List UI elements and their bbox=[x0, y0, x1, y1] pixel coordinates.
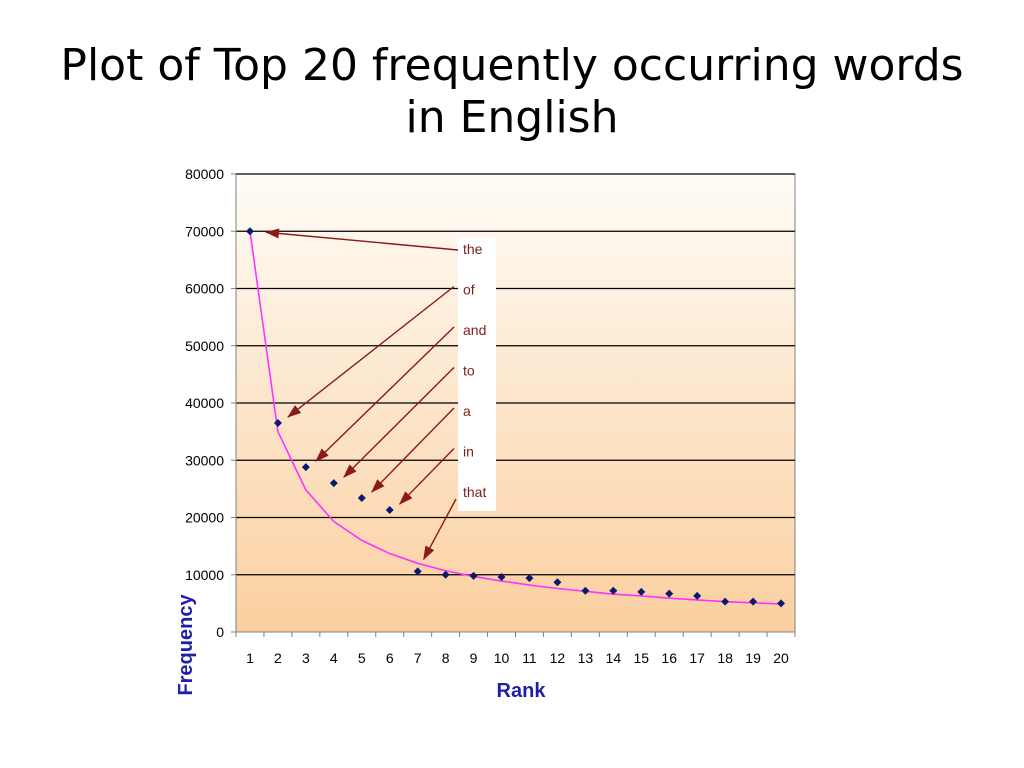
axes bbox=[231, 173, 796, 637]
annotation-arrow bbox=[371, 407, 455, 493]
annotation-label: of bbox=[463, 282, 475, 298]
x-tick-label: 14 bbox=[606, 650, 622, 666]
x-tick-label: 9 bbox=[470, 650, 478, 666]
x-tick-label: 10 bbox=[494, 650, 510, 666]
data-point bbox=[301, 463, 310, 472]
y-tick-label: 10000 bbox=[185, 567, 224, 583]
annotation-label: that bbox=[463, 484, 486, 500]
data-point bbox=[777, 599, 786, 608]
x-tick-label: 6 bbox=[386, 650, 394, 666]
annotation-label: to bbox=[463, 363, 475, 379]
annotation-label-box bbox=[458, 238, 496, 511]
x-tick-label: 12 bbox=[550, 650, 566, 666]
x-axis-title: Rank bbox=[497, 680, 547, 702]
data-point bbox=[385, 506, 394, 515]
data-point bbox=[665, 589, 674, 598]
y-tick-label: 0 bbox=[216, 624, 224, 640]
data-point bbox=[553, 578, 562, 587]
annotation-arrow bbox=[343, 367, 455, 478]
x-tick-label: 2 bbox=[274, 650, 282, 666]
y-tick-label: 80000 bbox=[185, 166, 224, 182]
data-point bbox=[469, 571, 478, 580]
x-tick-label: 5 bbox=[358, 650, 366, 666]
data-point bbox=[637, 587, 646, 596]
y-tick-label: 50000 bbox=[185, 338, 224, 354]
y-tick-label: 40000 bbox=[185, 395, 224, 411]
data-point bbox=[497, 573, 506, 582]
data-point bbox=[721, 597, 730, 606]
x-tick-label: 11 bbox=[522, 650, 537, 666]
y-tick-label: 30000 bbox=[185, 452, 224, 468]
fit-curve-line bbox=[249, 231, 782, 605]
data-point bbox=[441, 570, 450, 579]
y-tick-label: 20000 bbox=[185, 510, 224, 526]
y-axis-title: Frequency bbox=[175, 594, 197, 696]
x-tick-label: 1 bbox=[246, 650, 254, 666]
data-point bbox=[609, 586, 618, 595]
y-tick-label: 70000 bbox=[185, 223, 224, 239]
data-point bbox=[581, 586, 590, 595]
annotation-arrows bbox=[264, 228, 459, 561]
x-tick-label: 20 bbox=[773, 650, 789, 666]
x-tick-label: 3 bbox=[302, 650, 310, 666]
slide-title-line-2: in English bbox=[405, 92, 619, 143]
data-point bbox=[693, 591, 702, 600]
annotation-label: in bbox=[463, 444, 474, 460]
annotation-arrow bbox=[315, 326, 455, 462]
data-point bbox=[329, 479, 338, 488]
x-tick-label: 8 bbox=[442, 650, 450, 666]
annotation-arrow bbox=[287, 285, 455, 418]
annotation-label: and bbox=[463, 322, 486, 338]
gridlines bbox=[236, 173, 795, 576]
annotation-labels: the of and to a in that bbox=[458, 238, 496, 511]
data-point bbox=[525, 574, 534, 583]
fit-curve bbox=[249, 231, 782, 605]
slide-title-line-1: Plot of Top 20 frequently occurring word… bbox=[60, 40, 964, 91]
annotation-arrow bbox=[423, 498, 457, 561]
x-tick-label: 16 bbox=[661, 650, 677, 666]
data-point bbox=[273, 419, 282, 428]
data-point bbox=[749, 597, 758, 606]
data-point bbox=[357, 494, 366, 503]
y-tick-label: 60000 bbox=[185, 281, 224, 297]
data-point bbox=[413, 567, 422, 576]
tick-labels: 0 10000 20000 30000 40000 50000 60000 70000 8000… bbox=[185, 166, 789, 666]
x-tick-label: 17 bbox=[689, 650, 705, 666]
annotation-arrow bbox=[399, 448, 455, 505]
data-point bbox=[245, 227, 254, 236]
annotation-arrow bbox=[264, 228, 459, 251]
x-tick-label: 13 bbox=[578, 650, 594, 666]
x-tick-label: 4 bbox=[330, 650, 338, 666]
x-tick-label: 15 bbox=[633, 650, 649, 666]
slide-title: Plot of Top 20 frequently occurring word… bbox=[60, 40, 964, 144]
annotation-label: the bbox=[463, 241, 483, 257]
data-points bbox=[245, 227, 786, 608]
annotation-label: a bbox=[463, 403, 471, 419]
x-tick-label: 7 bbox=[414, 650, 422, 666]
x-tick-label: 19 bbox=[745, 650, 761, 666]
x-tick-label: 18 bbox=[717, 650, 733, 666]
